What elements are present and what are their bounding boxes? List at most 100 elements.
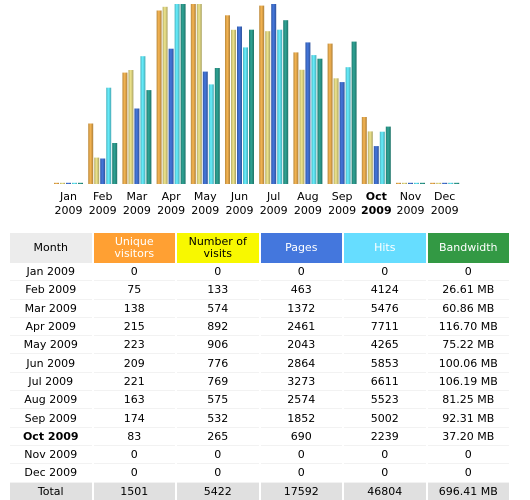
- cell-hits: 6611: [344, 373, 426, 392]
- cell-bandwidth: 26.61 MB: [427, 281, 509, 300]
- table-row: Oct 2009 83 265 690 2239 37.20 MB: [10, 428, 509, 446]
- monthly-history-table: Month Unique visitors Number of visits P…: [8, 233, 511, 500]
- cell-number-of-visits: 532: [177, 409, 259, 428]
- bar-hits-oct: [379, 131, 385, 184]
- month-label-dec: Dec: [434, 190, 455, 203]
- bar-bandwidth-oct: [385, 126, 391, 184]
- bar-unique-jun: [225, 15, 230, 184]
- month-label-oct: Oct: [366, 190, 387, 203]
- bar-unique-apr: [156, 10, 162, 184]
- bar-pages-feb: [100, 158, 106, 184]
- bar-pages-jan: [66, 182, 71, 184]
- cell-pages: 1852: [260, 409, 342, 428]
- cell-number-of-visits: 776: [177, 354, 259, 373]
- cell-unique-visitors: 0: [93, 464, 175, 483]
- cell-number-of-visits: 892: [177, 318, 259, 337]
- bar-pages-dec: [442, 182, 448, 184]
- cell-pages: 1372: [260, 300, 342, 318]
- bar-pages-oct: [373, 146, 379, 184]
- year-label-may: 2009: [191, 204, 219, 217]
- bar-unique-may: [190, 4, 196, 184]
- cell-month: Nov 2009: [10, 446, 92, 465]
- table-header-row: Month Unique visitors Number of visits P…: [10, 233, 509, 263]
- table-row: Feb 2009 75 133 463 4124 26.61 MB: [10, 281, 509, 300]
- cell-month: Jul 2009: [10, 373, 92, 392]
- bar-visits-apr: [162, 6, 168, 184]
- bar-unique-dec: [430, 182, 436, 184]
- cell-number-of-visits: 575: [177, 391, 259, 410]
- bar-hits-mar: [140, 56, 146, 185]
- year-label-mar: 2009: [123, 204, 151, 217]
- year-label-apr: 2009: [157, 204, 185, 217]
- cell-pages: 690: [260, 428, 342, 446]
- cell-pages: 0: [260, 263, 342, 282]
- month-label-apr: Apr: [162, 190, 182, 203]
- cell-month: Oct 2009: [10, 428, 92, 446]
- bar-unique-jul: [259, 5, 265, 184]
- cell-bandwidth: 0: [427, 446, 509, 465]
- bar-pages-aug: [305, 42, 311, 185]
- bar-unique-oct: [361, 117, 367, 184]
- cell-number-of-visits: 265: [177, 428, 259, 446]
- bar-visits-nov: [402, 182, 407, 184]
- cell-bandwidth: 100.06 MB: [427, 354, 509, 373]
- bar-visits-oct: [367, 131, 373, 184]
- bar-visits-aug: [299, 69, 305, 184]
- bar-hits-may: [208, 84, 214, 184]
- cell-pages: 2574: [260, 391, 342, 410]
- bar-hits-apr: [174, 4, 180, 184]
- year-label-jun: 2009: [226, 204, 254, 217]
- cell-bandwidth: 0: [427, 464, 509, 483]
- cell-pages: 463: [260, 281, 342, 300]
- bar-bandwidth-feb: [112, 143, 118, 184]
- month-label-jan: Jan: [59, 190, 77, 203]
- year-label-aug: 2009: [294, 204, 322, 217]
- bar-pages-may: [202, 71, 208, 184]
- month-label-sep: Sep: [332, 190, 353, 203]
- bar-bandwidth-jan: [78, 182, 83, 184]
- bar-unique-nov: [396, 182, 401, 184]
- table-row: Dec 2009 0 0 0 0 0: [10, 464, 509, 483]
- table-body: Jan 2009 0 0 0 0 0 Feb 2009 75 133 463 4124 26.61 M…: [10, 263, 509, 500]
- bar-visits-dec: [436, 182, 442, 184]
- cell-unique-visitors: 209: [93, 354, 175, 373]
- cell-pages: 3273: [260, 373, 342, 392]
- table-row: Apr 2009 215 892 2461 7711 116.70 MB: [10, 318, 509, 337]
- cell-number-of-visits: 0: [177, 263, 259, 282]
- cell-number-of-visits: 0: [177, 464, 259, 483]
- cell-bandwidth: 116.70 MB: [427, 318, 509, 337]
- bar-bandwidth-apr: [180, 4, 186, 184]
- monthly-history-chart-svg: Jan2009Feb2009Mar2009Apr2009May2009Jun20…: [54, 4, 460, 217]
- bar-bandwidth-aug: [317, 58, 323, 185]
- year-label-feb: 2009: [89, 204, 117, 217]
- bar-visits-feb: [94, 157, 100, 184]
- table-row: Sep 2009 174 532 1852 5002 92.31 MB: [10, 409, 509, 428]
- table-row: May 2009 223 906 2043 4265 75.22 MB: [10, 336, 509, 355]
- bar-visits-jan: [60, 182, 65, 184]
- header-number-of-visits: Number of visits: [177, 233, 259, 263]
- table-total-row: Total 1501 5422 17592 46804 696.41 MB: [10, 482, 509, 500]
- bar-pages-apr: [168, 48, 174, 185]
- cell-hits: 0: [344, 446, 426, 465]
- month-label-jun: Jun: [230, 190, 248, 203]
- year-label-sep: 2009: [328, 204, 356, 217]
- bar-unique-jan: [54, 182, 59, 184]
- table-row: Jul 2009 221 769 3273 6611 106.19 MB: [10, 373, 509, 392]
- table-row: Nov 2009 0 0 0 0 0: [10, 446, 509, 465]
- cell-unique-visitors: 223: [93, 336, 175, 355]
- bar-visits-may: [196, 4, 202, 184]
- header-bandwidth: Bandwidth: [427, 233, 509, 263]
- bar-bandwidth-may: [214, 68, 220, 184]
- month-label-mar: Mar: [127, 190, 148, 203]
- total-pages: 17592: [260, 482, 342, 500]
- cell-pages: 0: [260, 446, 342, 465]
- bar-hits-jul: [277, 29, 283, 185]
- cell-hits: 5002: [344, 409, 426, 428]
- cell-unique-visitors: 215: [93, 318, 175, 337]
- cell-hits: 0: [344, 263, 426, 282]
- bar-pages-mar: [134, 108, 140, 184]
- bar-bandwidth-dec: [454, 182, 460, 184]
- table-row: Mar 2009 138 574 1372 5476 60.86 MB: [10, 300, 509, 318]
- year-label-dec: 2009: [431, 204, 459, 217]
- year-label-jan: 2009: [55, 204, 83, 217]
